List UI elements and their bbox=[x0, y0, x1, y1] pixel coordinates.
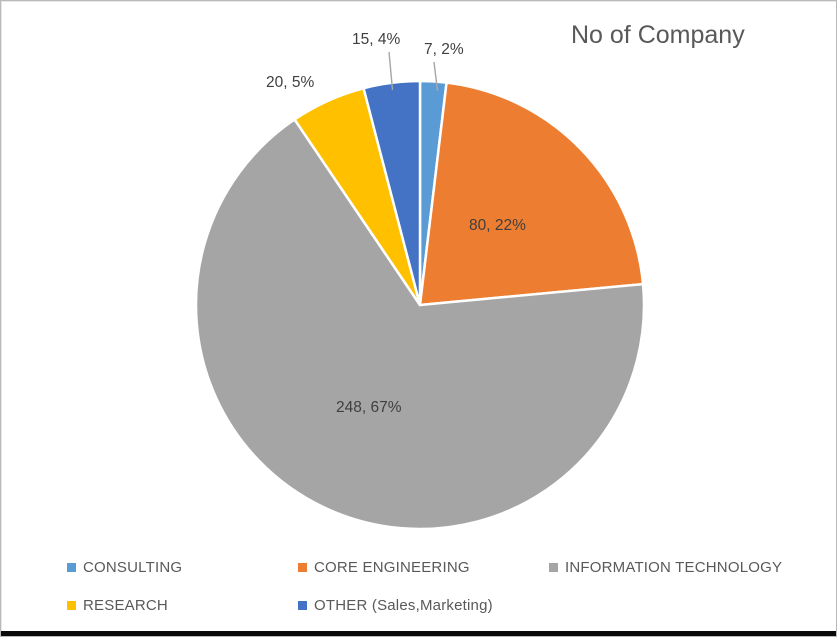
legend-label-core-engineering: CORE ENGINEERING bbox=[314, 559, 470, 576]
legend-marker-other-sales-marketing bbox=[298, 601, 307, 610]
data-label-consulting: 7, 2% bbox=[424, 41, 464, 58]
legend-item-core-engineering[interactable]: CORE ENGINEERING bbox=[298, 559, 470, 576]
data-label-other: 15, 4% bbox=[352, 31, 401, 48]
pie-slice-information-technology[interactable] bbox=[194, 118, 646, 531]
legend-label-research: RESEARCH bbox=[83, 597, 168, 614]
legend-item-information-technology[interactable]: INFORMATION TECHNOLOGY bbox=[549, 559, 782, 576]
legend-marker-core-engineering bbox=[298, 563, 307, 572]
legend-item-consulting[interactable]: CONSULTING bbox=[67, 559, 182, 576]
legend-item-research[interactable]: RESEARCH bbox=[67, 597, 168, 614]
legend-marker-research bbox=[67, 601, 76, 610]
data-label-information-technology: 248, 67% bbox=[336, 399, 402, 416]
legend-marker-information-technology bbox=[549, 563, 558, 572]
legend-label-other-sales-marketing: OTHER (Sales,Marketing) bbox=[314, 597, 493, 614]
bottom-edge-bar bbox=[1, 631, 836, 636]
pie-slice-core-engineering[interactable] bbox=[418, 81, 645, 307]
data-label-research: 20, 5% bbox=[266, 74, 315, 91]
leader-line-consulting bbox=[433, 61, 439, 92]
chart-title: No of Company bbox=[571, 21, 745, 49]
leader-line-other bbox=[388, 51, 394, 91]
data-label-core-engineering: 80, 22% bbox=[469, 217, 526, 234]
legend-marker-consulting bbox=[67, 563, 76, 572]
legend-item-other-sales-marketing[interactable]: OTHER (Sales,Marketing) bbox=[298, 597, 493, 614]
legend-label-consulting: CONSULTING bbox=[83, 559, 183, 576]
legend-label-information-technology: INFORMATION TECHNOLOGY bbox=[565, 559, 783, 576]
